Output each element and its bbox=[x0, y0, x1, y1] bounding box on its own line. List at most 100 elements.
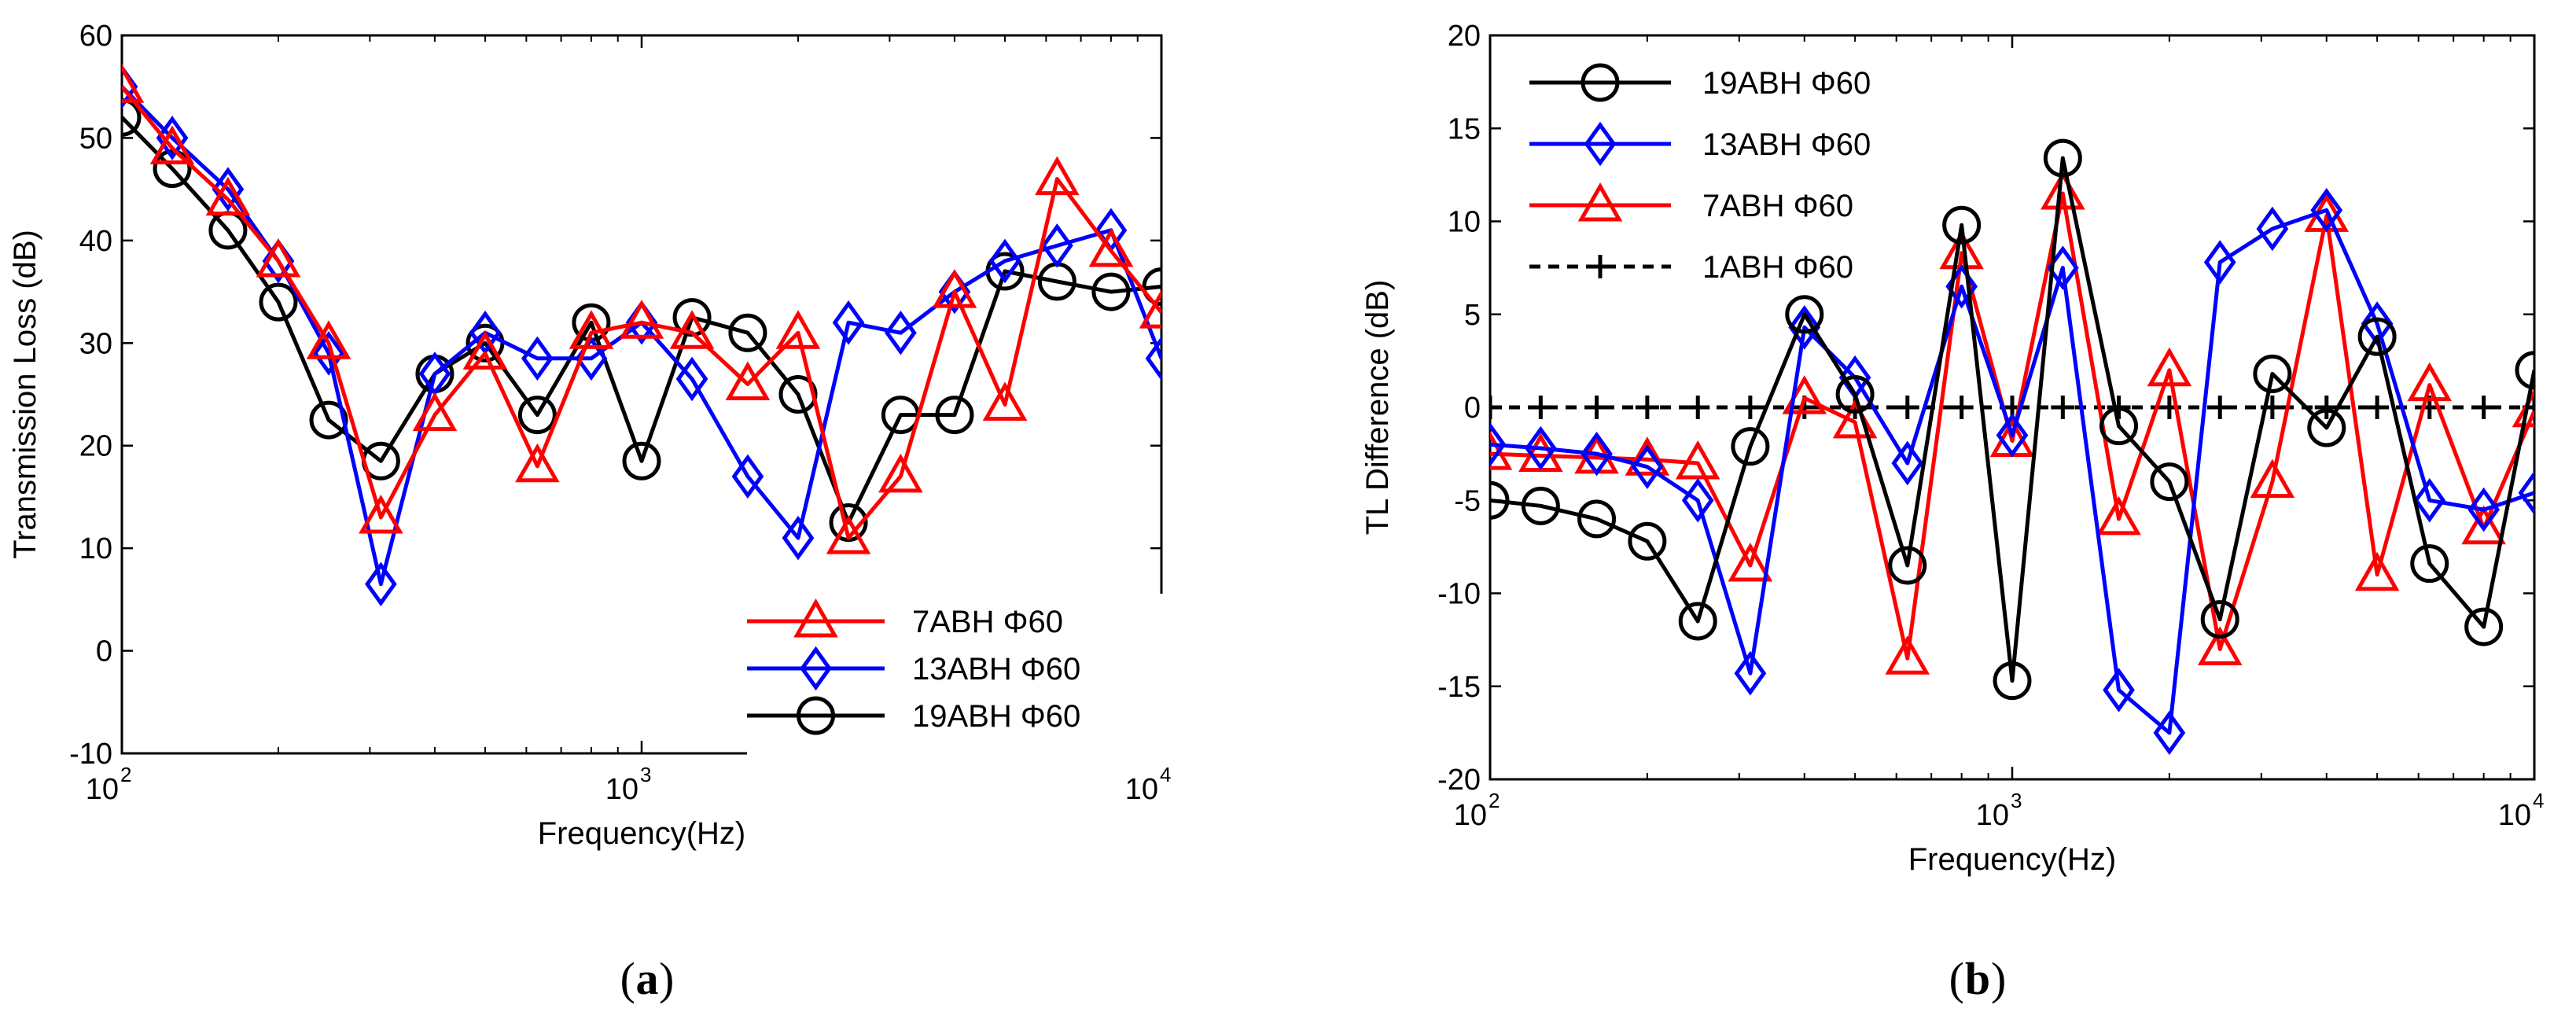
legend-label-b-2: 7ABH Φ60 bbox=[1702, 189, 1853, 223]
series-b-0-point-12 bbox=[2099, 407, 2139, 446]
x-tick-exponent-b: 4 bbox=[2533, 789, 2544, 812]
series-b-0-point-1 bbox=[1521, 486, 1560, 525]
legend-box-b bbox=[1522, 55, 1883, 267]
series-a-2-point-19 bbox=[1091, 272, 1131, 311]
series-a-1-point-14 bbox=[832, 300, 865, 345]
series-a-0-point-20 bbox=[1139, 289, 1161, 329]
y-axis-label-b: TL Difference (dB) bbox=[1360, 280, 1395, 536]
series-b-1-point-18 bbox=[2413, 477, 2446, 523]
series-a-1-point-1 bbox=[156, 116, 189, 160]
series-b-2-point-18 bbox=[2407, 362, 2453, 402]
panel-caption-a-letter: a bbox=[636, 953, 659, 1004]
y-ticks-a: -10 0 10 20 30 40 50 60 bbox=[69, 20, 1161, 771]
series-b-3-point-1 bbox=[1529, 396, 1553, 419]
y-tick-label-a: 20 bbox=[79, 430, 112, 463]
series-a-2-point-4 bbox=[309, 400, 348, 440]
y-tick-label-a: 40 bbox=[79, 225, 112, 258]
series-a-1-point-5 bbox=[365, 561, 397, 607]
series-group-b bbox=[1490, 138, 2534, 756]
y-ticks-b: -20 -15 -10 -5 0 5 10 15 20 bbox=[1437, 20, 2534, 797]
series-b-2-point-5 bbox=[1728, 542, 1773, 582]
y-tick-label-b: -20 bbox=[1437, 764, 1481, 797]
x-tick-base-b: 10 bbox=[1976, 799, 2009, 832]
y-tick-label-a: 10 bbox=[79, 532, 112, 565]
legend-b: 19ABH Φ60 13ABH Φ60 7ABH Φ60 1ABH Φ60 bbox=[1522, 55, 1883, 285]
series-b-0-point-19 bbox=[2464, 607, 2504, 646]
x-tick-base-a: 10 bbox=[605, 773, 638, 806]
series-a-1-point-8 bbox=[521, 336, 554, 381]
series-b-2-point-14 bbox=[2197, 626, 2243, 665]
series-a-0-point-2 bbox=[205, 176, 251, 216]
series-b-1-point-0 bbox=[1490, 422, 1507, 467]
series-b-2-point-19 bbox=[2461, 505, 2506, 545]
legend-entry-a-2: 19ABH Φ60 bbox=[747, 696, 1080, 735]
x-axis-label-b: Frequency(Hz) bbox=[1908, 842, 2117, 877]
series-a-1-point-18 bbox=[1041, 223, 1073, 268]
series-b-2-point-13 bbox=[2147, 347, 2192, 387]
series-a-2-line bbox=[122, 116, 1161, 525]
series-b-0-point-15 bbox=[2253, 354, 2292, 393]
y-tick-label-b: 15 bbox=[1448, 112, 1481, 145]
legend-entry-b-2: 7ABH Φ60 bbox=[1529, 182, 1853, 223]
series-b-0-point-16 bbox=[2307, 408, 2346, 447]
legend-label-a-0: 7ABH Φ60 bbox=[912, 605, 1063, 639]
series-b-1-point-6 bbox=[1788, 305, 1821, 350]
series-b-0-point-6 bbox=[1785, 295, 1824, 334]
series-a-0-point-3 bbox=[256, 237, 301, 278]
series-b-3-point-8 bbox=[1895, 396, 1919, 419]
series-a-1-point-12 bbox=[731, 454, 764, 499]
series-b-1-point-12 bbox=[2103, 668, 2135, 712]
series-a-0-point-11 bbox=[669, 310, 715, 349]
series-b-1-point-4 bbox=[1681, 477, 1714, 523]
series-b-0-point-13 bbox=[2150, 462, 2189, 502]
x-tick-label-b: 10 2 bbox=[1454, 789, 1500, 832]
series-b-1-point-19 bbox=[2467, 487, 2501, 532]
series-a-0-point-5 bbox=[359, 494, 403, 534]
legend-marker-b-2 bbox=[1577, 182, 1623, 222]
svg-text:): ) bbox=[659, 953, 674, 1004]
series-b-0-point-10 bbox=[1993, 661, 2032, 701]
series-a-2-point-12 bbox=[728, 313, 767, 352]
series-b-1-point-13 bbox=[2153, 710, 2186, 756]
series-a-2-point-1 bbox=[153, 149, 192, 189]
y-tick-label-b: -15 bbox=[1437, 671, 1481, 704]
series-b-0-point-5 bbox=[1731, 427, 1770, 466]
legend-entry-b-0: 19ABH Φ60 bbox=[1529, 63, 1871, 102]
legend-label-b-1: 13ABH Φ60 bbox=[1702, 127, 1871, 162]
series-a-2 bbox=[122, 98, 1161, 543]
x-tick-base-a: 10 bbox=[1125, 773, 1158, 806]
x-tick-label-b: 10 4 bbox=[2498, 789, 2545, 832]
series-a-1-point-17 bbox=[988, 238, 1021, 284]
y-tick-label-b: 5 bbox=[1464, 299, 1481, 332]
series-b-0-point-14 bbox=[2200, 600, 2239, 639]
panel-caption-b-letter: b bbox=[1965, 953, 1990, 1004]
series-a-2-point-13 bbox=[778, 375, 818, 414]
series-b-3-point-4 bbox=[1686, 396, 1710, 419]
svg-text:(: ( bbox=[620, 953, 635, 1004]
y-tick-label-a: -10 bbox=[69, 738, 112, 771]
series-b-3-point-5 bbox=[1738, 396, 1762, 419]
series-b-0-point-2 bbox=[1577, 499, 1617, 539]
legend-marker-a-2 bbox=[797, 696, 835, 735]
series-b-0-point-3 bbox=[1628, 521, 1667, 561]
series-b-2-line bbox=[1490, 191, 2534, 661]
series-b-3-point-11 bbox=[2051, 396, 2075, 419]
series-a-1-point-11 bbox=[675, 356, 708, 402]
series-b-0-point-9 bbox=[1942, 205, 1982, 245]
series-a-0 bbox=[122, 64, 1161, 554]
panel-caption-b: ( b ) bbox=[1949, 953, 2007, 1004]
series-b-0-line bbox=[1490, 156, 2534, 683]
series-a-0-point-9 bbox=[569, 310, 614, 349]
series-a-0-point-14 bbox=[826, 515, 871, 554]
series-b-1-point-20 bbox=[2518, 470, 2534, 516]
series-a-1-point-2 bbox=[212, 167, 245, 212]
legend-a: 7ABH Φ60 13ABH Φ60 19ABH Φ60 bbox=[747, 594, 1168, 759]
series-b-1-point-8 bbox=[1891, 440, 1924, 486]
series-b-3-point-2 bbox=[1584, 396, 1609, 419]
series-b-0-point-20 bbox=[2515, 351, 2534, 390]
series-b-0-point-18 bbox=[2410, 544, 2449, 583]
x-tick-exponent-b: 2 bbox=[1489, 789, 1500, 812]
legend-label-b-0: 19ABH Φ60 bbox=[1702, 66, 1871, 101]
series-a-0-line bbox=[122, 85, 1161, 540]
